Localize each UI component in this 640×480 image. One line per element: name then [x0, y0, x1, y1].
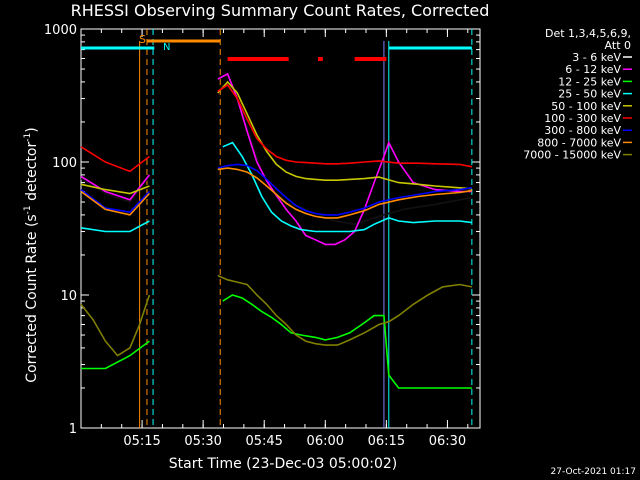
- series-line: [217, 83, 473, 168]
- annotations: SN: [81, 29, 473, 428]
- series-5: [80, 83, 473, 173]
- saa-label: S: [139, 33, 146, 46]
- series-line: [80, 220, 150, 233]
- x-tick-label: 05:30: [184, 434, 221, 449]
- series-line: [80, 190, 150, 216]
- series-1: [80, 72, 472, 246]
- series-line: [217, 167, 473, 219]
- series-line: [80, 294, 151, 357]
- plot-frame: [80, 28, 481, 429]
- x-tick-label: 05:45: [245, 434, 282, 449]
- y-tick-label: 1000: [44, 23, 77, 38]
- tick-labels: 1 10 100 1000 05:15 05:30 05:45 06:00 06:15 06:30: [44, 23, 466, 449]
- chart-title: RHESSI Observing Summary Count Rates, Co…: [71, 1, 490, 20]
- y-tick-label: 1: [69, 422, 77, 437]
- legend-header: Det 1,3,4,5,6,9,: [545, 27, 631, 40]
- y-tick-label: 10: [60, 289, 77, 304]
- legend-entry: 6 - 12 keV: [565, 63, 621, 76]
- legend-entry: 25 - 50 keV: [558, 88, 621, 101]
- series-line: [81, 340, 150, 370]
- y-axis-label: Corrected Count Rate (s-1 detector-1): [23, 127, 40, 382]
- x-tick-label: 05:15: [123, 434, 160, 449]
- plot-axes: [80, 28, 481, 429]
- series-line: [222, 141, 473, 233]
- legend-entry: 50 - 100 keV: [551, 100, 621, 113]
- legend-entry: 300 - 800 keV: [544, 124, 621, 137]
- series-line: [217, 274, 473, 346]
- legend-entry: 100 - 300 keV: [544, 112, 621, 125]
- footer-date: 27-Oct-2021 01:17: [551, 467, 636, 477]
- series-line: [80, 146, 150, 173]
- x-axis-label: Start Time (23-Dec-03 05:00:02): [169, 456, 397, 472]
- night-label: N: [163, 42, 170, 53]
- series-4: [80, 80, 472, 195]
- series-6: [80, 163, 473, 216]
- series-line: [217, 72, 472, 246]
- series-lines: [80, 72, 473, 389]
- series-8: [80, 274, 473, 357]
- series-line: [217, 163, 473, 216]
- series-7: [80, 167, 473, 219]
- x-tick-label: 06:00: [307, 434, 344, 449]
- series-line: [222, 84, 473, 226]
- legend-entry: 7000 - 15000 keV: [523, 149, 621, 162]
- series-line: [80, 174, 151, 201]
- series-line: [80, 183, 150, 195]
- legend-header: Att 0: [605, 39, 631, 52]
- series-line: [222, 294, 472, 389]
- x-tick-label: 06:15: [368, 434, 405, 449]
- series-2: [81, 294, 472, 389]
- legend-entry: 3 - 6 keV: [572, 51, 621, 64]
- series-line: [80, 188, 150, 213]
- legend-entry: 12 - 25 keV: [558, 75, 621, 88]
- y-tick-label: 100: [52, 156, 77, 171]
- x-tick-label: 06:30: [429, 434, 466, 449]
- series-line: [217, 80, 472, 190]
- series-3: [80, 141, 473, 233]
- legend-entry: 800 - 7000 keV: [537, 136, 621, 149]
